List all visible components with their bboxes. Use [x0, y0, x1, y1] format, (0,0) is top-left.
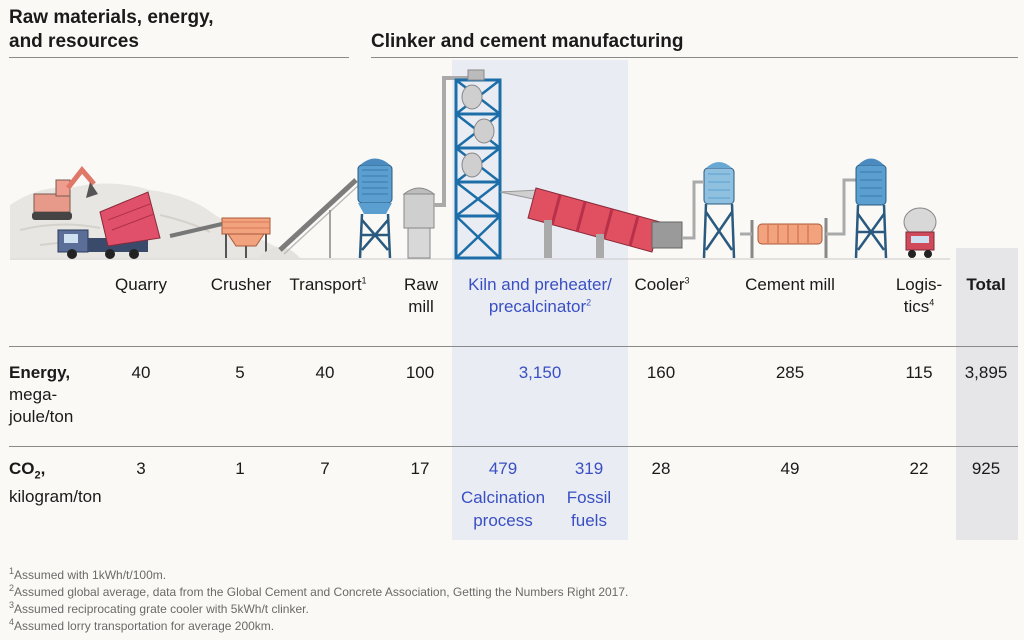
stage-raw-mill: Raw mill [403, 275, 439, 316]
stage-logistics: Logis-tics4 [895, 275, 943, 316]
section-rule-left [9, 57, 349, 58]
table-rule-co2 [9, 446, 1018, 447]
energy-row-label: Energy, mega- joule/ton [9, 363, 74, 426]
calcination-label: Calcination process [460, 488, 546, 530]
stage-quarry: Quarry [115, 275, 167, 294]
co2-raw-mill: 17 [410, 459, 430, 478]
energy-kiln: 3,150 [518, 363, 562, 382]
section-title-raw-materials: Raw materials, energy, and resources [9, 7, 214, 52]
stage-crusher: Crusher [210, 275, 272, 294]
section-rule-right [371, 57, 1018, 58]
excavator-icon [32, 166, 98, 220]
co2-total: 925 [971, 459, 1001, 478]
tanker-truck-icon [903, 207, 937, 258]
co2-transport: 7 [320, 459, 330, 478]
co2-crusher: 1 [235, 459, 245, 478]
stage-total: Total [966, 275, 1006, 294]
co2-cement-mill: 49 [780, 459, 800, 478]
energy-logistics: 115 [905, 363, 933, 382]
co2-row-label: CO2, kilogram/ton [9, 459, 102, 507]
footnote-2: 2Assumed global average, data from the G… [9, 583, 629, 600]
crusher-icon [169, 217, 271, 258]
rotary-kiln-icon [499, 187, 683, 258]
total-column-highlight [956, 248, 1018, 540]
cooler-silo-icon [682, 162, 736, 259]
stage-transport: Transport1 [289, 275, 367, 294]
energy-raw-mill: 100 [405, 363, 435, 382]
footnote-1: 1Assumed with 1kWh/t/100m. [9, 566, 167, 583]
conveyor-icon [278, 178, 361, 258]
stage-cooler: Cooler3 [634, 275, 690, 294]
energy-cement-mill: 285 [775, 363, 805, 382]
process-illustration [10, 69, 950, 260]
co2-fossil: 319 [574, 459, 604, 478]
co2-cooler: 28 [651, 459, 671, 478]
co2-quarry: 3 [136, 459, 146, 478]
energy-crusher: 5 [235, 363, 245, 382]
footnote-3: 3Assumed reciprocating grate cooler with… [9, 600, 309, 617]
energy-quarry: 40 [131, 363, 151, 382]
cement-silo-icon [854, 158, 888, 259]
preheater-tower-icon [454, 69, 502, 260]
table-rule-energy [9, 346, 1018, 347]
co2-logistics: 22 [909, 459, 929, 478]
raw-mill-icon [402, 76, 470, 259]
silo-icon [357, 158, 393, 259]
stage-cement-mill: Cement mill [745, 275, 835, 294]
dump-truck-icon [57, 191, 161, 259]
cement-mill-icon [740, 178, 856, 258]
footnote-4: 4Assumed lorry transportation for averag… [9, 617, 275, 634]
energy-transport: 40 [315, 363, 335, 382]
stage-kiln: Kiln and preheater/precalcinator2 [468, 275, 612, 316]
energy-total: 3,895 [964, 363, 1008, 382]
co2-calcination: 479 [488, 459, 518, 478]
energy-cooler: 160 [646, 363, 676, 382]
fossil-label: Fossil fuels [566, 488, 612, 530]
section-title-manufacturing: Clinker and cement manufacturing [371, 31, 684, 52]
